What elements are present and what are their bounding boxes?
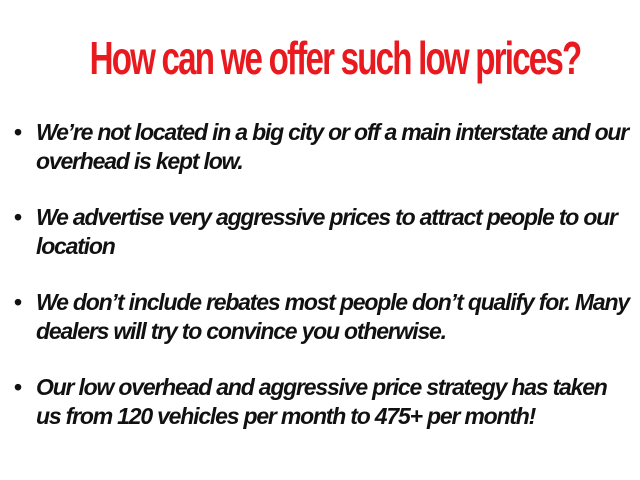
bullet-item: • We don’t include rebates most people do… <box>14 288 634 346</box>
bullet-item: • Our low overhead and aggressive price s… <box>14 373 634 431</box>
bullet-text: We don’t include rebates most people don… <box>36 289 630 344</box>
title-area: How can we offer such low prices? <box>0 30 640 86</box>
bullet-item: • We’re not located in a big city or off … <box>14 118 634 176</box>
bullet-text: We advertise very aggressive prices to a… <box>36 204 618 259</box>
bullet-text: Our low overhead and aggressive price st… <box>36 374 608 429</box>
slide-title: How can we offer such low prices? <box>89 32 583 84</box>
bullet-item: • We advertise very aggressive prices to … <box>14 203 634 261</box>
bullet-list: • We’re not located in a big city or off … <box>14 118 634 458</box>
bullet-icon: • <box>14 204 22 230</box>
bullet-icon: • <box>14 289 22 315</box>
bullet-icon: • <box>14 374 22 400</box>
bullet-icon: • <box>14 119 22 145</box>
bullet-text: We’re not located in a big city or off a… <box>36 119 629 174</box>
